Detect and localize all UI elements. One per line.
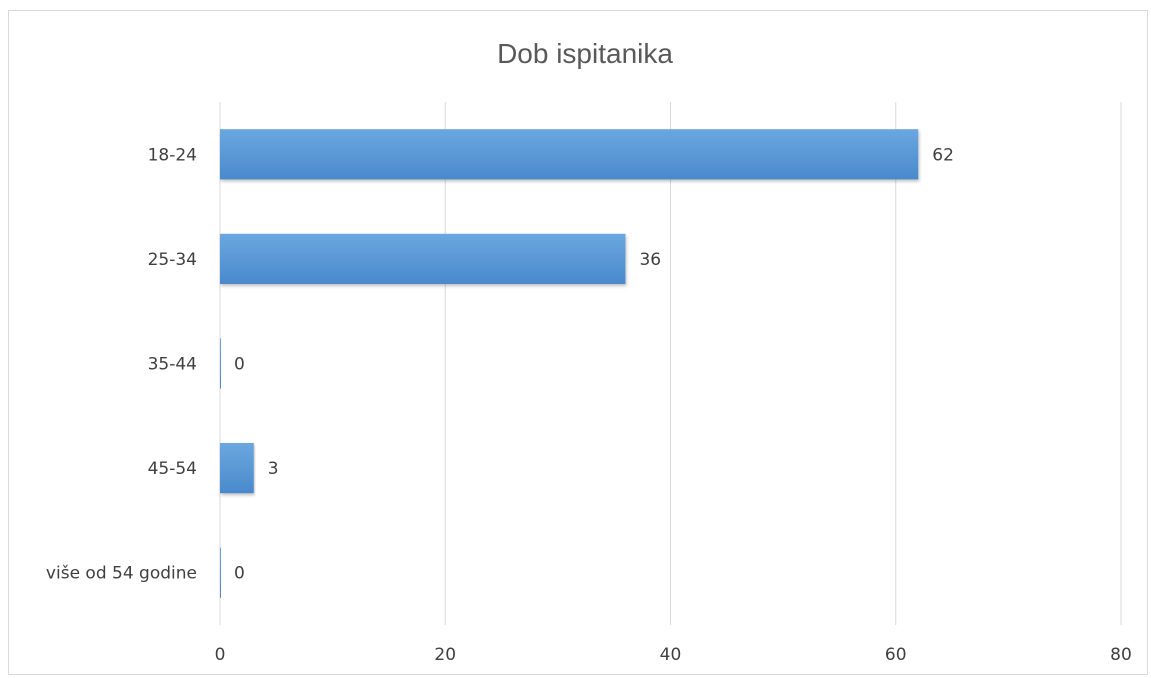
gridlines (219, 102, 1122, 625)
x-tick-label: 40 (660, 645, 682, 665)
data-label: 0 (234, 564, 245, 584)
bar-4 (220, 442, 254, 494)
data-labels: 62 36 0 3 0 (234, 145, 954, 583)
bar-1 (220, 129, 919, 180)
x-tick-label: 20 (434, 645, 456, 665)
data-label: 36 (639, 250, 661, 270)
data-label: 0 (234, 355, 245, 375)
x-tick-label: 80 (1110, 645, 1132, 665)
bar-2 (220, 233, 626, 285)
category-label: više od 54 godine (46, 564, 197, 584)
category-label: 25-34 (148, 250, 197, 270)
bar-5 (220, 547, 221, 598)
x-tick-label: 0 (215, 645, 226, 665)
category-label: 45-54 (148, 459, 197, 479)
x-tick-label: 60 (885, 645, 907, 665)
category-label: 18-24 (148, 145, 197, 165)
bars (220, 129, 919, 598)
category-labels: 18-24 25-34 35-44 45-54 više od 54 godine (46, 145, 197, 583)
bar-3 (220, 338, 221, 389)
data-label: 62 (932, 145, 954, 165)
chart-frame (8, 10, 1148, 675)
category-label: 35-44 (148, 355, 197, 375)
data-label: 3 (268, 459, 279, 479)
x-tick-labels: 0 20 40 60 80 (215, 645, 1132, 665)
chart-title: Dob ispitanika (497, 38, 673, 69)
